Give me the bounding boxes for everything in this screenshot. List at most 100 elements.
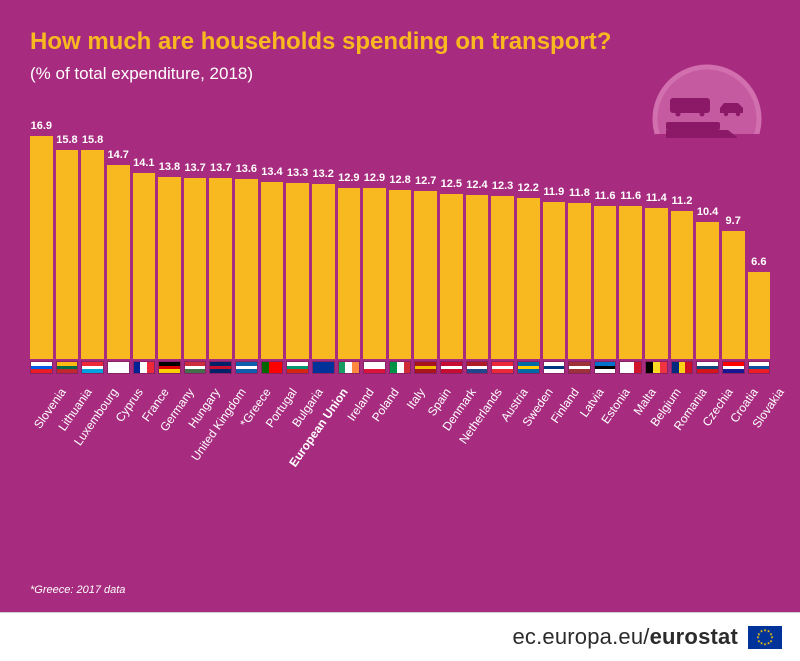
bar-value: 11.6	[620, 190, 641, 202]
bar-col: 12.7Spain	[414, 175, 437, 374]
bar-col: 11.2Romania	[671, 195, 694, 374]
bar-col: 15.8Lithuania	[56, 134, 79, 374]
bar-value: 12.2	[517, 182, 538, 194]
flag-icon	[594, 361, 617, 374]
bar-value: 15.8	[82, 134, 103, 146]
footer-bar: ec.europa.eu/eurostat ★★★★★★★★★★★★	[0, 612, 800, 661]
bar-rect	[619, 206, 642, 359]
bar-col: 11.9Finland	[543, 186, 566, 374]
bar-value: 12.3	[492, 180, 513, 192]
bar-value: 13.3	[287, 167, 308, 179]
bar-col: 12.2Sweden	[517, 182, 540, 374]
bar-value: 11.8	[569, 187, 590, 199]
bar-col: 16.9Slovenia	[30, 120, 53, 374]
bar-value: 13.7	[210, 162, 231, 174]
bar-col: 12.8Italy	[389, 174, 412, 374]
bar-value: 9.7	[726, 215, 741, 227]
flag-icon	[722, 361, 745, 374]
bar-col: 11.6Malta	[619, 190, 642, 374]
flag-icon	[30, 361, 53, 374]
bar-value: 14.7	[107, 149, 128, 161]
flag-icon	[491, 361, 514, 374]
bar-col: 11.8Latvia	[568, 187, 591, 374]
bar-rect	[594, 206, 617, 359]
bar-value: 12.7	[415, 175, 436, 187]
bar-rect	[312, 184, 335, 359]
bar-col: 14.1France	[133, 157, 156, 374]
flag-icon	[286, 361, 309, 374]
bar-col: 10.4Czechia	[696, 206, 719, 375]
bar-rect	[414, 191, 437, 359]
eu-flag-icon: ★★★★★★★★★★★★	[748, 626, 782, 649]
bus-icon	[670, 98, 710, 113]
bar-col: 6.6Slovakia	[748, 256, 771, 374]
bar-rect	[261, 182, 284, 359]
flag-icon	[209, 361, 232, 374]
flag-icon	[389, 361, 412, 374]
bar-value: 13.4	[261, 166, 282, 178]
bar-rect	[209, 178, 232, 359]
footer-url-bold: eurostat	[650, 624, 738, 649]
bar-col: 12.5Denmark	[440, 178, 463, 374]
bar-value: 12.5	[441, 178, 462, 190]
bars-container: 16.9Slovenia15.8Lithuania15.8Luxembourg1…	[30, 114, 770, 374]
bar-col: 13.4Portugal	[261, 166, 284, 374]
bar-value: 12.4	[466, 179, 487, 191]
flag-icon	[158, 361, 181, 374]
flag-icon	[184, 361, 207, 374]
bar-value: 16.9	[31, 120, 52, 132]
flag-icon	[440, 361, 463, 374]
footer-url-prefix: ec.europa.eu/	[512, 624, 649, 649]
chart-footnote: *Greece: 2017 data	[30, 584, 125, 596]
flag-icon	[312, 361, 335, 374]
flag-icon	[81, 361, 104, 374]
bar-rect	[466, 195, 489, 359]
bar-rect	[235, 179, 258, 359]
flag-icon	[466, 361, 489, 374]
bar-col: 13.7United Kingdom	[209, 162, 232, 374]
bar-value: 11.9	[543, 186, 564, 198]
bar-value: 10.4	[697, 206, 718, 218]
bar-col: 13.7Hungary	[184, 162, 207, 374]
flag-icon	[363, 361, 386, 374]
bar-col: 13.6*Greece	[235, 163, 258, 374]
flag-icon	[645, 361, 668, 374]
flag-icon	[235, 361, 258, 374]
flag-icon	[107, 361, 130, 374]
bar-col: 13.8Germany	[158, 161, 181, 374]
bar-col: 12.3Austria	[491, 180, 514, 374]
bar-value: 11.6	[595, 190, 616, 202]
bar-col: 12.4Netherlands	[466, 179, 489, 374]
bar-rect	[722, 231, 745, 359]
bar-col: 12.9Poland	[363, 172, 386, 374]
chart-title: How much are households spending on tran…	[30, 28, 770, 56]
bar-rect	[184, 178, 207, 359]
bar-chart: 16.9Slovenia15.8Lithuania15.8Luxembourg1…	[30, 114, 770, 574]
bar-value: 13.8	[159, 161, 180, 173]
bar-value: 6.6	[751, 256, 766, 268]
bar-rect	[491, 196, 514, 359]
bar-rect	[81, 150, 104, 359]
bar-value: 12.9	[364, 172, 385, 184]
bar-rect	[389, 190, 412, 359]
bar-rect	[286, 183, 309, 359]
bar-col: 14.7Cyprus	[107, 149, 130, 374]
chart-panel: How much are households spending on tran…	[0, 0, 800, 612]
bar-value: 14.1	[133, 157, 154, 169]
bar-col: 13.3Bulgaria	[286, 167, 309, 374]
bar-col: 15.8Luxembourg	[81, 134, 104, 374]
bar-rect	[107, 165, 130, 359]
bar-value: 15.8	[56, 134, 77, 146]
flag-icon	[671, 361, 694, 374]
flag-icon	[517, 361, 540, 374]
bar-rect	[645, 208, 668, 359]
bar-col: 12.9Ireland	[338, 172, 361, 374]
bar-col: 9.7Croatia	[722, 215, 745, 374]
bar-value: 11.4	[646, 192, 667, 204]
flag-icon	[261, 361, 284, 374]
bar-rect	[671, 211, 694, 359]
bar-rect	[696, 222, 719, 360]
bar-rect	[30, 136, 53, 359]
bar-col: 11.6Estonia	[594, 190, 617, 374]
flag-icon	[414, 361, 437, 374]
